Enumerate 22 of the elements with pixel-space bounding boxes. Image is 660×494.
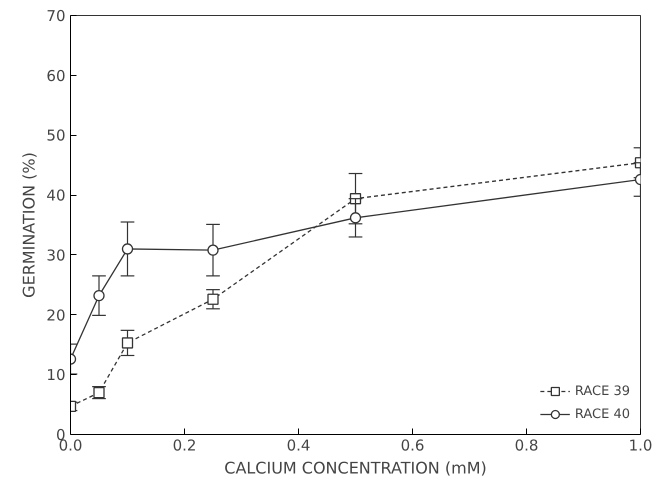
y-tick-label: 10 <box>46 366 66 384</box>
point <box>207 244 219 256</box>
y-axis-title: GERMINATION (%) <box>19 152 38 298</box>
point <box>122 243 134 255</box>
point <box>122 337 134 349</box>
point <box>93 290 105 302</box>
y-tick-label: 60 <box>46 66 66 85</box>
x-tick-label: 0.8 <box>514 436 538 454</box>
point <box>207 294 219 305</box>
y-tick-label: 50 <box>46 126 66 145</box>
y-tick-label: 20 <box>46 306 66 324</box>
x-tick-label: 0.4 <box>286 436 310 454</box>
point <box>350 212 362 224</box>
y-tick-label: 70 <box>46 7 66 25</box>
legend-label: RACE 40 <box>574 406 630 422</box>
legend-label: RACE 39 <box>574 384 630 398</box>
y-tick-label: 40 <box>46 186 66 205</box>
y-tick-label: 30 <box>46 246 66 264</box>
x-tick-label: 0.6 <box>400 436 424 454</box>
x-tick-label: 1.0 <box>628 436 652 454</box>
x-tick-label: 0.2 <box>172 436 196 454</box>
x-axis-title: CALCIUM CONCENTRATION (mM) <box>224 458 487 478</box>
